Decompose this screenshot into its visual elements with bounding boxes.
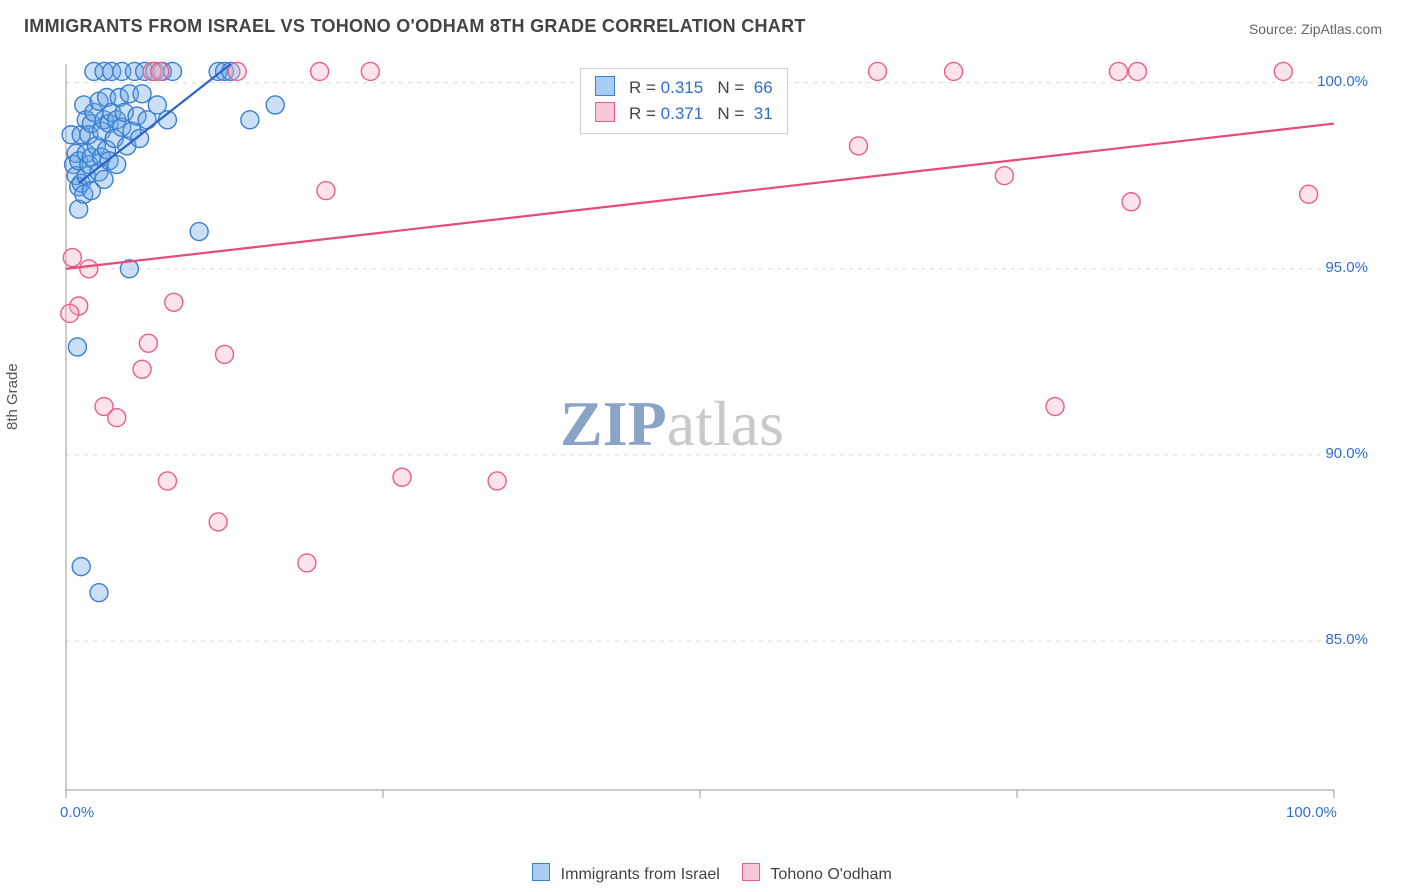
data-point	[95, 170, 113, 188]
trend-line	[66, 124, 1334, 269]
data-point	[361, 62, 379, 80]
data-point	[190, 223, 208, 241]
y-tick-label: 95.0%	[1325, 259, 1368, 276]
data-point	[266, 96, 284, 114]
data-point	[133, 360, 151, 378]
data-point	[108, 409, 126, 427]
x-tick-label: 0.0%	[60, 804, 94, 821]
data-point	[488, 472, 506, 490]
data-point	[995, 167, 1013, 185]
data-point	[80, 260, 98, 278]
data-point	[139, 334, 157, 352]
data-point	[317, 182, 335, 200]
y-axis-label: 8th Grade	[4, 363, 21, 430]
data-point	[151, 62, 169, 80]
data-point	[72, 558, 90, 576]
y-tick-label: 100.0%	[1317, 73, 1368, 90]
data-point	[1122, 193, 1140, 211]
legend-swatch-1	[742, 863, 760, 881]
chart-svg	[24, 50, 1374, 830]
data-point	[311, 62, 329, 80]
legend-label-1: Tohono O'odham	[770, 866, 891, 883]
data-point	[869, 62, 887, 80]
data-point	[63, 249, 81, 267]
legend-label-0: Immigrants from Israel	[561, 866, 720, 883]
data-point	[131, 129, 149, 147]
data-point	[61, 304, 79, 322]
data-point	[1300, 185, 1318, 203]
data-point	[1109, 62, 1127, 80]
y-tick-label: 90.0%	[1325, 445, 1368, 462]
data-point	[158, 472, 176, 490]
data-point	[165, 293, 183, 311]
source-label: Source: ZipAtlas.com	[1249, 21, 1382, 37]
data-point	[850, 137, 868, 155]
y-tick-label: 85.0%	[1325, 631, 1368, 648]
data-point	[209, 513, 227, 531]
data-point	[298, 554, 316, 572]
scatter-chart: 85.0%90.0%95.0%100.0%0.0%100.0%ZIPatlasR…	[24, 50, 1374, 830]
data-point	[241, 111, 259, 129]
data-point	[1128, 62, 1146, 80]
x-tick-label: 100.0%	[1286, 804, 1337, 821]
chart-title: IMMIGRANTS FROM ISRAEL VS TOHONO O'ODHAM…	[24, 16, 806, 37]
data-point	[216, 345, 234, 363]
data-point	[1274, 62, 1292, 80]
data-point	[945, 62, 963, 80]
x-axis-legend: Immigrants from Israel Tohono O'odham	[0, 863, 1406, 884]
data-point	[90, 584, 108, 602]
legend-swatch-0	[532, 863, 550, 881]
data-point	[133, 85, 151, 103]
stats-box: R = 0.315 N = 66R = 0.371 N = 31	[580, 68, 788, 134]
data-point	[1046, 398, 1064, 416]
data-point	[68, 338, 86, 356]
data-point	[393, 468, 411, 486]
